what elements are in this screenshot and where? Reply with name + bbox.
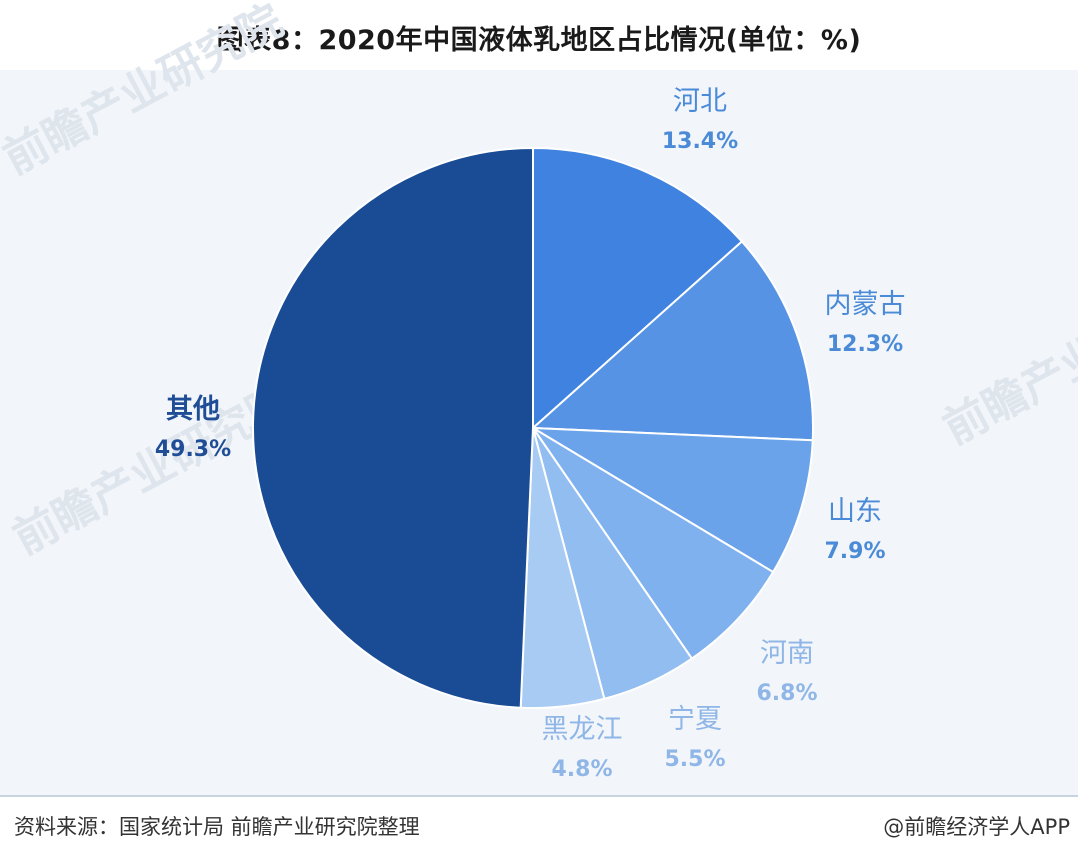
slice-label-2: 山东 — [828, 496, 882, 527]
slice-label-4: 宁夏 — [668, 704, 722, 735]
pie-slice-6 — [251, 146, 534, 709]
pie-slice-3 — [532, 427, 775, 660]
slice-value-6: 49.3% — [155, 437, 231, 462]
slice-value-0: 13.4% — [662, 129, 738, 154]
footer: 资料来源：国家统计局 前瞻产业研究院整理 @前瞻经济学人APP — [0, 797, 1078, 866]
slice-label-1: 内蒙古 — [825, 289, 906, 320]
pie-chart: 河北 13.4% 内蒙古 12.3% 山东 7.9% 河南 6.8% 宁夏 5.5% 黑龙江 4.8%… — [155, 86, 906, 782]
slice-value-1: 12.3% — [827, 332, 903, 357]
chart-title: 图表8：2020年中国液体乳地区占比情况(单位：%) — [216, 25, 862, 56]
slice-label-3: 河南 — [760, 638, 814, 669]
slice-value-2: 7.9% — [824, 539, 885, 564]
chart-area: 前瞻产业研究院 前瞻产业研究院 前瞻产业研究院 前瞻产业研究院 河北13.4%内… — [0, 0, 1078, 795]
slice-label-5: 黑龙江 — [542, 714, 623, 745]
pie-slice-1 — [530, 240, 814, 442]
slice-value-4: 5.5% — [664, 747, 725, 772]
source-note: 资料来源：国家统计局 前瞻产业研究院整理 — [14, 815, 420, 839]
slice-value-5: 4.8% — [551, 757, 612, 782]
pie-slice-2 — [532, 427, 814, 574]
footer-divider — [0, 795, 1078, 797]
slice-label-6: 其他 — [166, 394, 220, 425]
slice-label-0: 河北 — [673, 86, 727, 117]
pie-slice-0 — [532, 146, 744, 431]
brand-note: @前瞻经济学人APP — [883, 815, 1070, 839]
slice-value-3: 6.8% — [756, 681, 817, 706]
